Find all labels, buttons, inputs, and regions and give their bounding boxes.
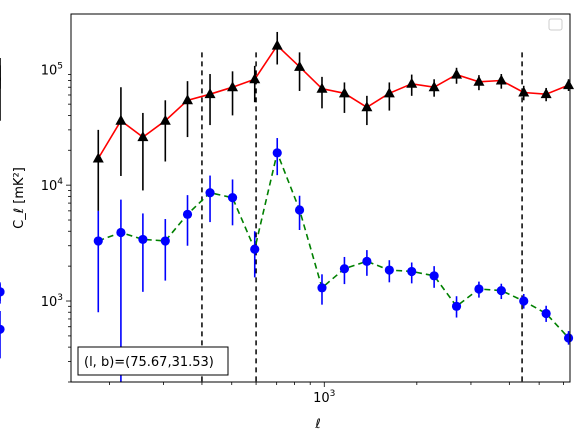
data-point [406, 77, 418, 88]
x-axis-label: ℓ [314, 417, 320, 432]
series-line [97, 44, 569, 159]
data-point [495, 74, 507, 85]
data-point [496, 285, 506, 296]
data-point [204, 88, 216, 99]
plot-frame [70, 13, 571, 383]
data-point [563, 333, 574, 343]
data-point [0, 287, 5, 297]
data-point [451, 68, 463, 79]
data-point [362, 256, 372, 266]
vertical-lines [201, 52, 523, 382]
data-point [317, 283, 327, 293]
data-point [383, 87, 395, 98]
data-point [451, 301, 462, 311]
data-point [249, 73, 261, 84]
data-point [205, 188, 215, 198]
data-point [294, 205, 305, 215]
data-point [227, 81, 239, 92]
data-point [271, 39, 283, 50]
data-point [316, 82, 328, 93]
data-point [384, 265, 394, 275]
annotation-text: (l, b)=(75.67,31.53) [84, 355, 214, 370]
data-point [540, 88, 552, 99]
y-axis-label: C_ℓ [mK²] [12, 167, 27, 229]
data-point [294, 60, 306, 71]
data-point [0, 324, 5, 334]
data-point [339, 264, 350, 274]
data-point [272, 148, 282, 158]
data-point [93, 236, 103, 246]
data-point [116, 227, 126, 238]
data-point [160, 236, 170, 246]
data-point [159, 114, 171, 125]
data-point [518, 86, 530, 97]
data-point [92, 152, 104, 163]
annotation-box: (l, b)=(75.67,31.53) [77, 346, 229, 376]
legend-box [548, 18, 563, 31]
data-point [519, 296, 529, 306]
data-point [227, 193, 238, 203]
series-1 [0, 138, 574, 382]
data-point [474, 284, 484, 294]
data-point [250, 244, 260, 254]
data-point [473, 75, 485, 86]
data-point [182, 209, 193, 219]
data-point [428, 81, 440, 92]
series-layer [0, 31, 575, 382]
data-point [138, 234, 148, 245]
series-line [98, 150, 570, 339]
data-point [182, 94, 194, 105]
data-point [407, 266, 417, 277]
data-point [115, 114, 127, 125]
data-point [338, 87, 350, 98]
series-0 [0, 31, 575, 211]
data-point [541, 308, 551, 319]
plot-area [71, 14, 570, 382]
data-point [361, 101, 373, 112]
data-point [137, 131, 149, 142]
annotation-frame [77, 346, 229, 376]
data-point [429, 271, 439, 281]
data-point [563, 79, 575, 90]
